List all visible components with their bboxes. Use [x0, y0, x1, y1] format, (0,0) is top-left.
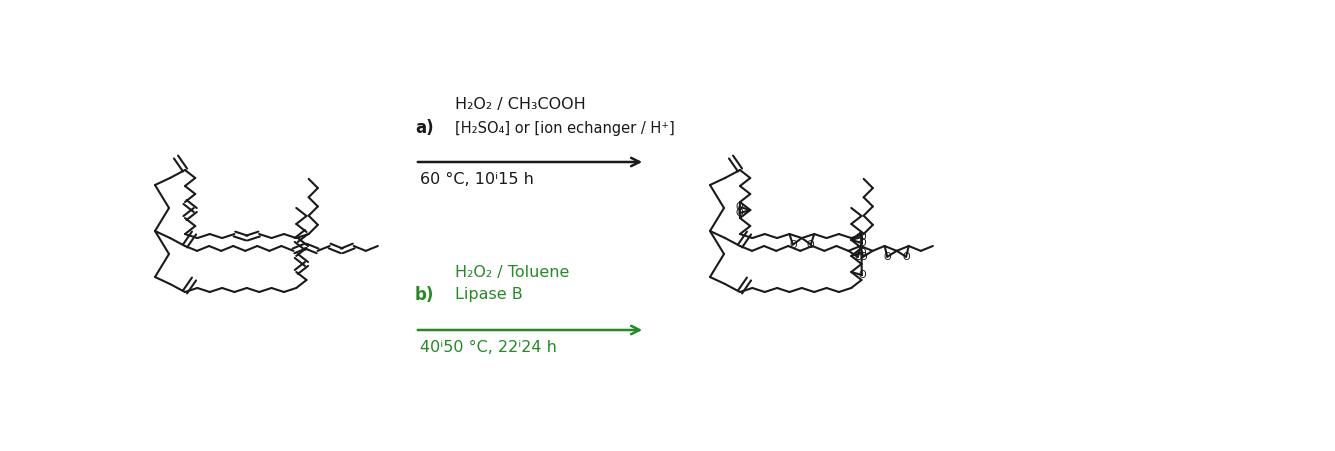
Text: O: O	[884, 252, 890, 262]
Text: b): b)	[415, 286, 434, 304]
Text: Lipase B: Lipase B	[455, 287, 523, 303]
Text: O: O	[854, 252, 861, 262]
Text: a): a)	[415, 119, 434, 137]
Text: O: O	[858, 248, 866, 258]
Text: 40ⁱ50 °C, 22ⁱ24 h: 40ⁱ50 °C, 22ⁱ24 h	[421, 341, 557, 355]
Text: O: O	[736, 208, 744, 218]
Text: H₂O₂ / Toluene: H₂O₂ / Toluene	[455, 264, 569, 280]
Text: O: O	[858, 270, 866, 280]
Text: H₂O₂ / CH₃COOH: H₂O₂ / CH₃COOH	[455, 97, 586, 112]
Text: [H₂SO₄] or [ion echanger / H⁺]: [H₂SO₄] or [ion echanger / H⁺]	[455, 120, 674, 135]
Text: O: O	[902, 252, 910, 262]
Text: O: O	[736, 202, 744, 212]
Text: O: O	[860, 252, 866, 262]
Text: O: O	[789, 239, 797, 249]
Text: O: O	[858, 238, 866, 248]
Text: O: O	[858, 232, 866, 242]
Text: O: O	[806, 239, 814, 249]
Text: 60 °C, 10ⁱ15 h: 60 °C, 10ⁱ15 h	[421, 172, 534, 188]
